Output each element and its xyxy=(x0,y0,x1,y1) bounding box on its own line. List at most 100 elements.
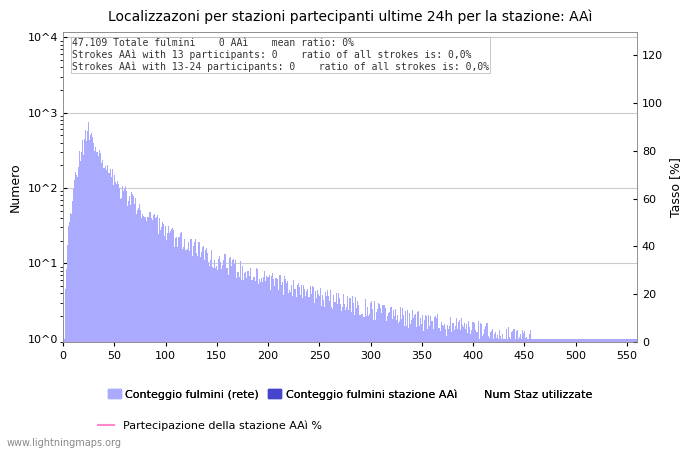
Bar xyxy=(205,250,206,450)
Bar xyxy=(430,315,431,450)
Bar xyxy=(290,292,291,450)
Bar xyxy=(382,305,384,450)
Bar xyxy=(619,338,620,450)
Bar xyxy=(92,137,93,450)
Bar xyxy=(126,191,127,450)
Bar xyxy=(262,282,263,450)
Bar xyxy=(242,266,243,450)
Bar xyxy=(634,338,636,450)
Bar xyxy=(136,214,137,450)
Bar xyxy=(582,338,583,450)
Bar xyxy=(577,338,578,450)
Bar xyxy=(237,272,238,450)
Bar xyxy=(572,338,573,450)
Bar xyxy=(309,286,311,450)
Bar xyxy=(230,266,232,450)
Bar xyxy=(501,338,502,450)
Bar xyxy=(263,278,265,450)
Bar xyxy=(307,289,309,450)
Bar xyxy=(300,295,301,450)
Bar xyxy=(384,305,386,450)
Bar xyxy=(537,338,538,450)
Bar xyxy=(588,338,589,450)
Bar xyxy=(504,338,505,450)
Bar xyxy=(418,311,419,450)
Bar xyxy=(225,254,227,450)
Bar xyxy=(248,271,249,450)
Bar xyxy=(259,279,260,450)
Bar xyxy=(600,338,601,450)
Bar xyxy=(523,333,524,450)
Bar xyxy=(146,216,148,450)
Bar xyxy=(270,290,271,450)
Bar xyxy=(517,338,519,450)
Bar xyxy=(247,271,248,450)
Bar xyxy=(316,290,318,450)
Bar xyxy=(150,218,152,450)
Bar xyxy=(559,338,561,450)
Bar xyxy=(527,338,528,450)
Bar xyxy=(125,186,126,450)
Bar xyxy=(137,211,139,450)
Bar xyxy=(456,318,457,450)
Bar xyxy=(293,280,294,450)
Bar xyxy=(340,304,342,450)
Bar xyxy=(158,234,159,450)
Bar xyxy=(605,338,606,450)
Bar xyxy=(377,309,378,450)
Bar xyxy=(540,338,541,450)
Bar xyxy=(363,317,364,450)
Bar xyxy=(415,314,416,450)
Bar xyxy=(407,310,408,450)
Bar xyxy=(426,316,428,450)
Bar xyxy=(578,338,579,450)
Bar xyxy=(279,274,280,450)
Bar xyxy=(524,331,525,450)
Bar xyxy=(122,186,123,450)
Bar xyxy=(420,318,421,450)
Bar xyxy=(364,317,365,450)
Bar xyxy=(102,160,104,450)
Bar xyxy=(386,321,387,450)
Bar xyxy=(221,269,223,450)
Bar xyxy=(547,338,548,450)
Bar xyxy=(568,338,569,450)
Bar xyxy=(609,338,610,450)
Bar xyxy=(598,338,600,450)
Bar xyxy=(249,276,250,450)
Bar xyxy=(90,135,91,450)
Bar xyxy=(345,310,346,450)
Bar xyxy=(199,257,201,450)
Bar xyxy=(190,239,192,450)
Bar xyxy=(417,312,418,450)
Bar xyxy=(531,338,532,450)
Bar xyxy=(208,262,209,450)
Bar xyxy=(585,338,587,450)
Bar xyxy=(322,295,323,450)
Bar xyxy=(439,328,440,450)
Bar xyxy=(533,338,534,450)
Bar xyxy=(120,199,121,450)
Bar xyxy=(314,291,316,450)
Bar xyxy=(603,338,605,450)
Bar xyxy=(171,229,172,450)
Bar xyxy=(227,269,228,450)
Bar xyxy=(232,259,234,450)
Bar xyxy=(240,261,241,450)
Bar xyxy=(176,237,177,450)
Bar xyxy=(69,222,70,450)
Bar xyxy=(596,338,598,450)
Bar xyxy=(211,250,212,450)
Bar xyxy=(284,276,285,450)
Bar xyxy=(220,261,221,450)
Bar xyxy=(528,338,529,450)
Bar xyxy=(365,299,366,450)
Bar xyxy=(448,329,449,450)
Bar xyxy=(298,284,300,450)
Bar xyxy=(328,296,329,450)
Bar xyxy=(506,329,507,450)
Bar xyxy=(498,338,499,450)
Bar xyxy=(283,295,284,450)
Bar xyxy=(556,338,557,450)
Bar xyxy=(489,338,490,450)
